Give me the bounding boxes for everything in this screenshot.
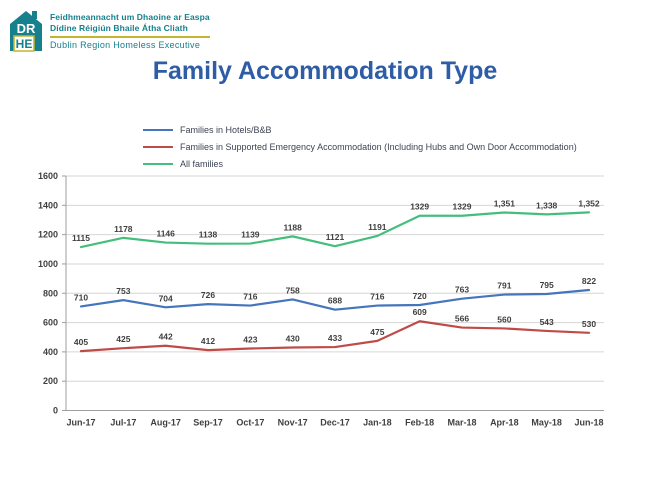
svg-text:1400: 1400 bbox=[38, 200, 58, 210]
svg-text:1329: 1329 bbox=[453, 202, 472, 212]
svg-text:0: 0 bbox=[53, 406, 58, 416]
legend-label-all-families: All families bbox=[180, 158, 224, 169]
svg-text:1138: 1138 bbox=[199, 230, 218, 240]
svg-text:HE: HE bbox=[16, 37, 33, 51]
svg-text:Nov-17: Nov-17 bbox=[278, 418, 308, 428]
svg-text:1329: 1329 bbox=[410, 202, 429, 212]
logo-line-irish-1: Feidhmeannacht um Dhaoine ar Easpa bbox=[50, 12, 210, 22]
legend-label-hotels: Families in Hotels/B&B bbox=[180, 124, 272, 135]
svg-text:Apr-18: Apr-18 bbox=[490, 418, 519, 428]
svg-text:1139: 1139 bbox=[241, 230, 260, 240]
svg-text:822: 822 bbox=[582, 276, 596, 286]
svg-text:795: 795 bbox=[540, 280, 554, 290]
svg-text:1200: 1200 bbox=[38, 230, 58, 240]
svg-text:Feb-18: Feb-18 bbox=[405, 418, 434, 428]
logo-line-irish-2: Dídine Réigiún Bhaile Átha Cliath bbox=[50, 23, 188, 33]
svg-text:758: 758 bbox=[286, 285, 300, 295]
svg-text:716: 716 bbox=[370, 292, 384, 302]
svg-text:1191: 1191 bbox=[368, 222, 387, 232]
svg-text:Jun-18: Jun-18 bbox=[574, 418, 603, 428]
series-data-labels: 405 425 442 412 423 430 433 475 609 566 560 543 530 bbox=[74, 307, 596, 347]
legend-item-supported: Families in Supported Emergency Accommod… bbox=[143, 138, 577, 155]
legend-label-supported: Families in Supported Emergency Accommod… bbox=[180, 141, 577, 152]
svg-text:Aug-17: Aug-17 bbox=[150, 418, 181, 428]
svg-text:1115: 1115 bbox=[72, 233, 90, 243]
legend-swatch-supported bbox=[143, 145, 173, 148]
svg-text:543: 543 bbox=[540, 317, 554, 327]
chart-title: Family Accommodation Type bbox=[152, 57, 498, 85]
line-chart: 0 200 400 600 800 1000 1200 1400 1600 Jun-17 Jul-1… bbox=[0, 170, 650, 440]
svg-text:Jul-17: Jul-17 bbox=[110, 418, 136, 428]
svg-text:433: 433 bbox=[328, 333, 342, 343]
line-chart-svg: 0 200 400 600 800 1000 1200 1400 1600 Jun-17 Jul-1… bbox=[38, 171, 604, 428]
svg-text:791: 791 bbox=[497, 281, 511, 291]
logo-text-block: Feidhmeannacht um Dhaoine ar Easpa Dídin… bbox=[50, 9, 210, 51]
series-line bbox=[79, 320, 591, 353]
svg-text:566: 566 bbox=[455, 314, 469, 324]
svg-text:1600: 1600 bbox=[38, 171, 58, 181]
svg-text:1188: 1188 bbox=[283, 222, 302, 232]
svg-text:800: 800 bbox=[43, 288, 58, 298]
svg-text:688: 688 bbox=[328, 296, 342, 306]
legend-swatch-all-families bbox=[143, 162, 173, 165]
drhe-logo: DR HE Feidhmeannacht um Dhaoine ar Easpa… bbox=[8, 9, 210, 53]
svg-text:753: 753 bbox=[116, 286, 130, 296]
legend-swatch-hotels bbox=[143, 128, 173, 131]
series-line bbox=[79, 288, 591, 311]
svg-text:Oct-17: Oct-17 bbox=[236, 418, 264, 428]
svg-text:200: 200 bbox=[43, 376, 58, 386]
svg-text:1178: 1178 bbox=[114, 224, 133, 234]
svg-text:530: 530 bbox=[582, 319, 596, 329]
svg-text:763: 763 bbox=[455, 285, 469, 295]
series-line bbox=[79, 211, 591, 249]
series-data-labels: 1115 1178 1146 1138 1139 1188 1121 1191 1329 1329… bbox=[72, 198, 600, 243]
svg-text:609: 609 bbox=[413, 307, 427, 317]
svg-text:Sep-17: Sep-17 bbox=[193, 418, 223, 428]
svg-text:442: 442 bbox=[159, 332, 173, 342]
svg-text:May-18: May-18 bbox=[531, 418, 562, 428]
svg-text:1,351: 1,351 bbox=[494, 198, 516, 208]
logo-line-english: Dublin Region Homeless Executive bbox=[50, 40, 201, 50]
legend-item-all-families: All families bbox=[143, 155, 577, 172]
svg-text:560: 560 bbox=[497, 314, 511, 324]
svg-text:1121: 1121 bbox=[326, 232, 345, 242]
svg-text:720: 720 bbox=[413, 291, 427, 301]
svg-text:430: 430 bbox=[286, 333, 300, 343]
svg-text:710: 710 bbox=[74, 292, 88, 302]
svg-text:DR: DR bbox=[17, 21, 36, 36]
chart-legend: Families in Hotels/B&B Families in Suppo… bbox=[143, 121, 577, 172]
svg-text:Dec-17: Dec-17 bbox=[320, 418, 350, 428]
y-gridlines bbox=[62, 175, 604, 411]
svg-text:425: 425 bbox=[116, 334, 130, 344]
svg-text:1000: 1000 bbox=[38, 259, 58, 269]
svg-text:423: 423 bbox=[243, 335, 257, 345]
svg-text:600: 600 bbox=[43, 318, 58, 328]
svg-text:Jun-17: Jun-17 bbox=[66, 418, 95, 428]
svg-text:704: 704 bbox=[159, 293, 173, 303]
svg-text:Jan-18: Jan-18 bbox=[363, 418, 392, 428]
svg-text:Mar-18: Mar-18 bbox=[447, 418, 476, 428]
series-data-labels: 710 753 704 726 716 758 688 716 720 763 791 795 822 bbox=[74, 276, 596, 306]
drhe-house-icon: DR HE bbox=[10, 11, 42, 52]
svg-text:1,352: 1,352 bbox=[578, 198, 600, 208]
y-axis-labels: 0 200 400 600 800 1000 1200 1400 1600 bbox=[38, 171, 58, 416]
svg-text:1146: 1146 bbox=[156, 229, 175, 239]
svg-text:405: 405 bbox=[74, 337, 88, 347]
svg-text:412: 412 bbox=[201, 336, 215, 346]
svg-text:726: 726 bbox=[201, 290, 215, 300]
logo-gold-divider bbox=[50, 36, 210, 38]
svg-text:475: 475 bbox=[370, 327, 384, 337]
x-axis-labels: Jun-17 Jul-17 Aug-17 Sep-17 Oct-17 Nov-17 Dec-… bbox=[66, 418, 603, 428]
legend-item-hotels: Families in Hotels/B&B bbox=[143, 121, 577, 138]
svg-text:1,338: 1,338 bbox=[536, 200, 558, 210]
svg-text:400: 400 bbox=[43, 347, 58, 357]
svg-text:716: 716 bbox=[243, 292, 257, 302]
